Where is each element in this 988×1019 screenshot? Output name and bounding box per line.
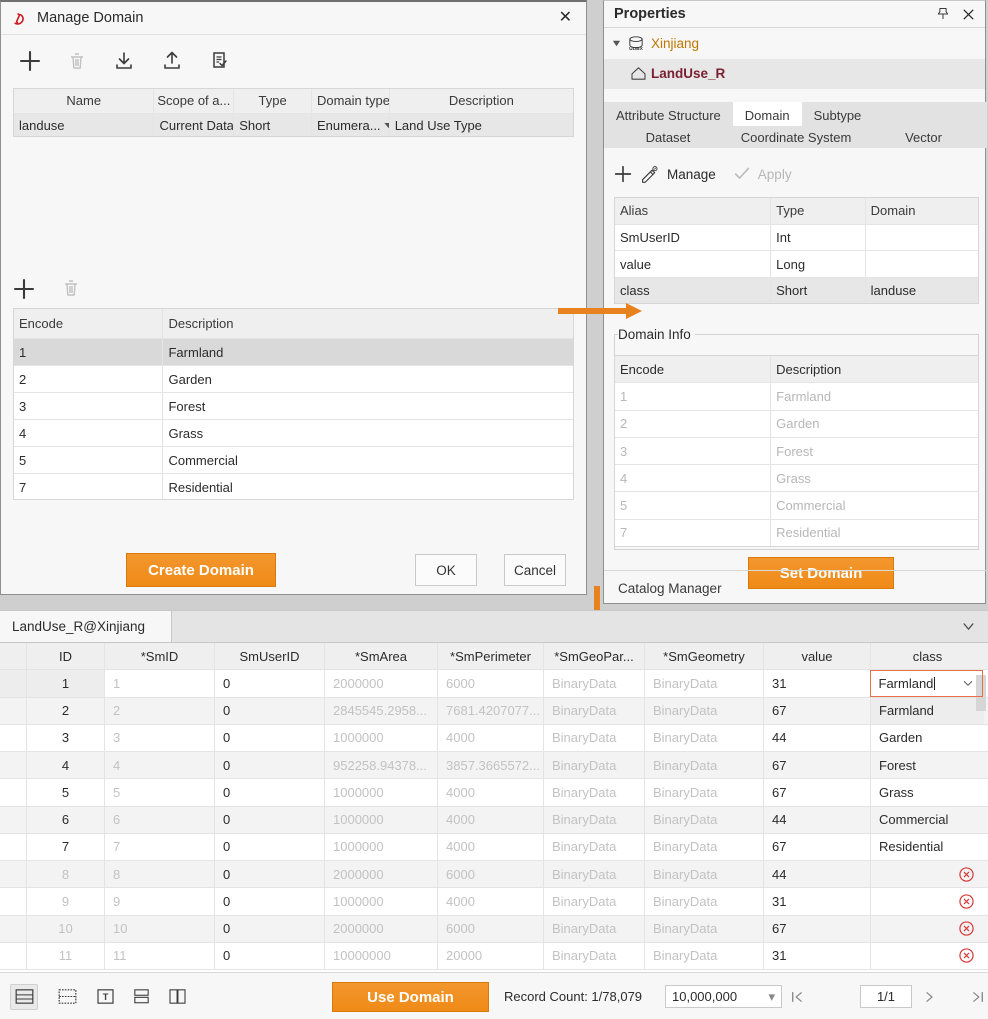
svg-text:T: T: [103, 992, 109, 1002]
svg-text:UDBX: UDBX: [629, 46, 643, 51]
